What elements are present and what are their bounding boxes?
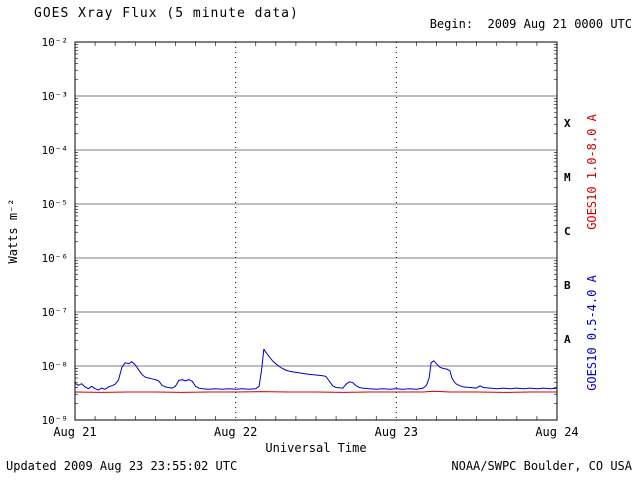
x-axis-label: Universal Time <box>265 441 367 455</box>
x-tick-label: Aug 21 <box>53 425 96 439</box>
y-tick-label: 10⁻⁷ <box>42 306 69 319</box>
y-tick-label: 10⁻⁵ <box>42 198 69 211</box>
begin-time-label: Begin: 2009 Aug 21 0000 UTC <box>429 17 632 31</box>
credit-label: NOAA/SWPC Boulder, CO USA <box>451 459 632 473</box>
y-tick-label: 10⁻⁸ <box>42 360 69 373</box>
chart-title: GOES Xray Flux (5 minute data) <box>34 6 299 21</box>
y-tick-label: 10⁻⁶ <box>42 252 69 265</box>
flare-class-label: M <box>564 171 571 184</box>
long-channel-label: GOES10 1.0-8.0 A <box>585 114 599 230</box>
y-tick-label: 10⁻⁴ <box>42 144 69 157</box>
flare-class-label: B <box>564 279 571 292</box>
x-tick-label: Aug 23 <box>375 425 418 439</box>
x-tick-label: Aug 22 <box>214 425 257 439</box>
flare-class-label: C <box>564 225 571 238</box>
y-tick-label: 10⁻² <box>42 36 69 49</box>
plot-frame <box>74 41 558 421</box>
x-tick-label: Aug 24 <box>535 425 578 439</box>
short-channel-label: GOES10 0.5-4.0 A <box>585 275 599 391</box>
y-tick-label: 10⁻³ <box>42 90 69 103</box>
y-tick-label: 10⁻⁹ <box>42 414 69 427</box>
series-short <box>74 348 558 391</box>
flare-class-label: A <box>564 333 571 346</box>
y-axis-label: Watts m⁻² <box>6 198 20 264</box>
updated-timestamp: Updated 2009 Aug 23 23:55:02 UTC <box>6 459 238 473</box>
flare-class-label: X <box>564 117 571 130</box>
series-long <box>74 390 557 393</box>
